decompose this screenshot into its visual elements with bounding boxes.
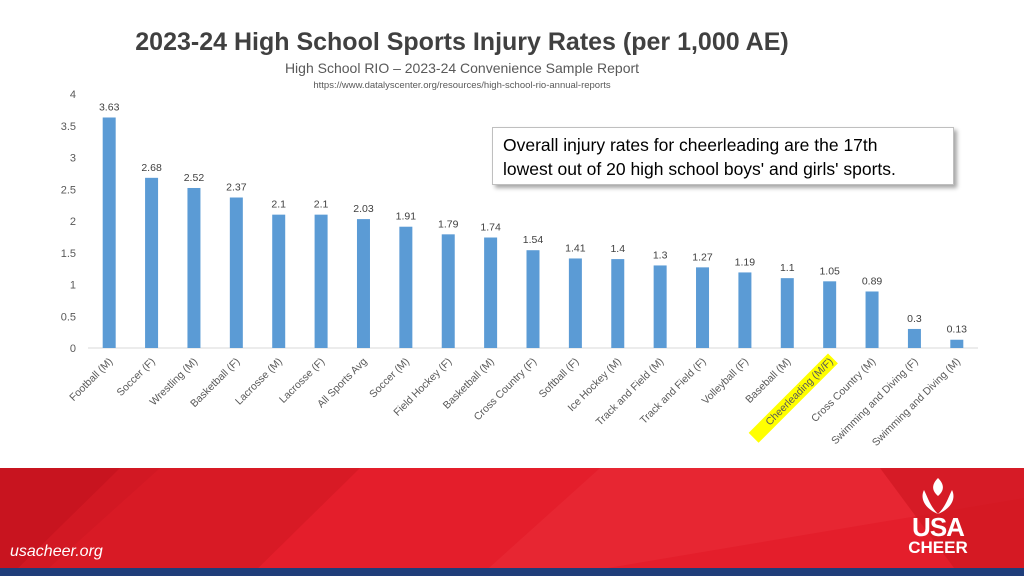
bar <box>145 177 159 348</box>
x-tick-label: Soccer (F) <box>115 356 158 399</box>
logo-text-usa: USA <box>912 512 965 542</box>
bar-value-label: 1.05 <box>819 265 840 277</box>
bar-value-label: 1.74 <box>480 222 501 234</box>
bar <box>907 328 921 348</box>
x-tick-label: Swimming and Diving (F) <box>829 356 920 447</box>
bar-value-label: 2.68 <box>141 162 162 174</box>
y-tick-label: 3.5 <box>61 121 76 133</box>
footer-banner <box>0 468 1024 576</box>
bar-value-label: 1.3 <box>653 249 668 261</box>
bar-chart: 0 0.5 1 1.5 2 2.5 3 3.5 4 3.63 Football (M) 2.68 Soc… <box>61 89 978 449</box>
highlight-box <box>748 353 838 443</box>
bar <box>738 272 752 348</box>
bar <box>102 117 116 349</box>
callout-box: Overall injury rates for cheerleading ar… <box>492 127 954 185</box>
bar <box>484 237 498 348</box>
bar <box>441 234 455 348</box>
bar-value-label: 1.54 <box>523 234 544 246</box>
x-tick-label: Soccer (M) <box>367 356 412 401</box>
chart-title: 2023-24 High School Sports Injury Rates … <box>135 28 789 56</box>
bar-value-label: 1.41 <box>565 242 586 254</box>
bar-value-label: 0.13 <box>947 324 968 336</box>
bar-value-label: 0.3 <box>907 313 922 325</box>
bar <box>696 267 710 348</box>
y-tick-label: 4 <box>70 89 76 101</box>
bar <box>229 197 243 348</box>
bar-value-label: 3.63 <box>99 101 120 113</box>
x-tick-label: Football (M) <box>67 356 115 404</box>
bar-value-label: 1.27 <box>692 251 713 263</box>
bar-value-label: 1.91 <box>396 211 417 223</box>
bar-value-label: 1.4 <box>610 243 625 255</box>
bar-value-label: 1.19 <box>735 256 756 268</box>
bar-value-label: 2.03 <box>353 203 374 215</box>
y-tick-label: 3 <box>70 153 76 165</box>
y-tick-label: 0.5 <box>61 311 76 323</box>
bar-value-label: 2.37 <box>226 182 247 194</box>
bar <box>272 214 286 348</box>
chart-subtitle: High School RIO – 2023-24 Convenience Sa… <box>284 60 640 76</box>
bar <box>611 259 625 348</box>
bar-value-label: 2.1 <box>271 199 286 211</box>
x-tick-label: Swimming and Diving (M) <box>870 356 963 449</box>
bar-value-label: 2.1 <box>314 199 329 211</box>
bar <box>950 339 964 348</box>
y-tick-label: 1.5 <box>61 248 76 260</box>
bar <box>653 265 667 348</box>
usa-cheer-logo: USA CHEER <box>898 476 978 566</box>
bar <box>823 281 837 348</box>
bar <box>356 219 370 348</box>
website-link[interactable]: usacheer.org <box>10 543 103 560</box>
source-url: https://www.datalyscenter.org/resources/… <box>313 80 611 91</box>
logo-text-cheer: CHEER <box>908 538 968 557</box>
bar-value-label: 1.1 <box>780 262 795 274</box>
bar <box>187 187 201 348</box>
bar-value-label: 1.79 <box>438 218 459 230</box>
y-tick-label: 1 <box>70 280 76 292</box>
bar <box>780 278 794 348</box>
bar-value-label: 0.89 <box>862 275 883 287</box>
y-tick-label: 2 <box>70 216 76 228</box>
x-tick-label: Softball (F) <box>537 356 582 401</box>
bar-value-label: 2.52 <box>184 172 205 184</box>
bar <box>568 258 582 348</box>
callout-line-1: Overall injury rates for cheerleading ar… <box>503 135 878 155</box>
y-tick-label: 0 <box>70 343 76 355</box>
bar <box>399 226 413 348</box>
callout-line-2: lowest out of 20 high school boys' and g… <box>503 159 896 179</box>
bar <box>314 214 328 348</box>
y-tick-label: 2.5 <box>61 184 76 196</box>
bar <box>526 250 540 348</box>
bar <box>865 291 879 348</box>
